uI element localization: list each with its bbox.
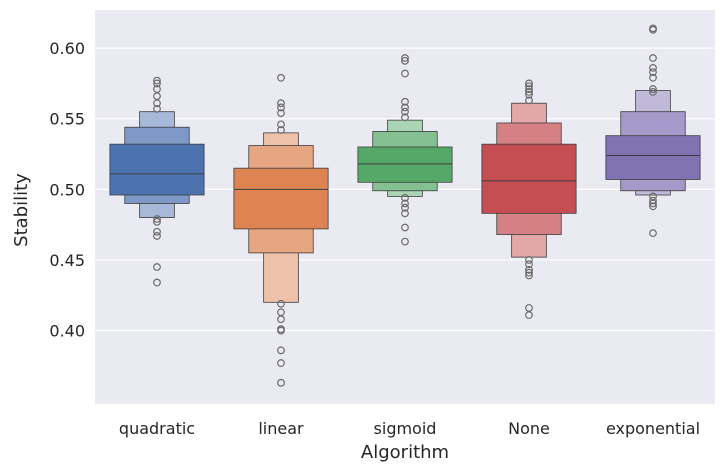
outlier-points <box>153 24 657 387</box>
y-tick-labels: 0.40 0.45 0.50 0.55 0.60 <box>49 39 85 340</box>
outlier-point <box>649 63 657 72</box>
outlier-point <box>277 359 285 367</box>
boxen-group-linear <box>233 132 329 303</box>
boxen-group-sigmoid <box>357 119 453 197</box>
outlier-point <box>153 263 161 271</box>
boxen-group-quadratic <box>109 111 205 218</box>
x-tick-label: None <box>508 419 550 438</box>
outlier-point <box>525 82 533 91</box>
outlier-point <box>153 79 161 88</box>
outlier-point <box>153 99 161 108</box>
x-tick-label: linear <box>258 419 304 438</box>
boxen-group-exponential <box>605 90 701 196</box>
outlier-point <box>277 99 285 108</box>
x-tick-label: sigmoid <box>374 419 437 438</box>
outlier-point <box>277 378 285 387</box>
outlier-point <box>153 215 161 223</box>
outlier-point <box>649 25 657 34</box>
outlier-point <box>401 113 409 122</box>
outlier-point <box>525 271 533 280</box>
outlier-point <box>649 54 657 62</box>
outlier-point <box>649 73 657 82</box>
outlier-point <box>401 107 409 116</box>
outlier-point <box>277 299 285 308</box>
outlier-point <box>525 265 533 274</box>
outlier-point <box>401 54 409 62</box>
outlier-point <box>649 202 657 211</box>
outlier-point <box>401 209 409 218</box>
outlier-point <box>525 90 533 99</box>
outlier-point <box>401 237 409 246</box>
outlier-point <box>649 196 657 205</box>
outlier-point <box>277 73 285 82</box>
outlier-point <box>153 232 161 240</box>
boxen-series <box>109 90 701 303</box>
boxen-level-1 <box>481 143 577 214</box>
outlier-point <box>525 260 533 269</box>
y-tick-label: 0.50 <box>49 180 85 199</box>
boxen-level-1 <box>233 167 329 230</box>
outlier-point <box>401 103 409 112</box>
outlier-point <box>401 56 409 65</box>
outlier-point <box>277 103 285 112</box>
outlier-point <box>153 76 161 85</box>
outlier-point <box>277 109 285 117</box>
y-tick-label: 0.60 <box>49 39 85 58</box>
x-tick-label: quadratic <box>119 419 195 438</box>
outlier-point <box>649 68 657 77</box>
boxen-group-None <box>481 102 577 258</box>
outlier-point <box>649 199 657 208</box>
outlier-point <box>525 311 533 319</box>
outlier-point <box>401 223 409 232</box>
outlier-point <box>153 227 161 236</box>
boxen-level-1 <box>109 143 205 196</box>
outlier-point <box>401 97 409 106</box>
outlier-point <box>649 88 657 96</box>
outlier-point <box>525 256 533 264</box>
outlier-point <box>401 193 409 202</box>
outlier-point <box>401 199 409 208</box>
y-tick-label: 0.45 <box>49 251 85 270</box>
outlier-point <box>153 217 161 226</box>
boxen-level-1 <box>357 146 453 183</box>
x-axis-label: Algorithm <box>361 442 449 463</box>
outlier-point <box>525 85 533 93</box>
outlier-point <box>649 229 657 238</box>
outlier-point <box>401 69 409 78</box>
outlier-point <box>277 126 285 134</box>
outlier-point <box>277 346 285 355</box>
x-tick-labels: quadratic linear sigmoid None exponential <box>119 419 700 438</box>
y-tick-label: 0.40 <box>49 322 85 341</box>
outlier-point <box>401 203 409 212</box>
outlier-point <box>153 278 161 287</box>
outlier-point <box>525 96 533 105</box>
y-axis-label: Stability <box>11 173 32 247</box>
outlier-point <box>525 88 533 96</box>
y-tick-label: 0.55 <box>49 110 85 129</box>
x-tick-label: exponential <box>606 419 700 438</box>
outlier-point <box>277 315 285 324</box>
outlier-point <box>153 104 161 113</box>
boxen-level-1 <box>605 135 701 180</box>
outlier-point <box>277 120 285 129</box>
outlier-point <box>525 268 533 277</box>
outlier-point <box>277 326 285 335</box>
outlier-point <box>649 85 657 93</box>
outlier-point <box>525 79 533 88</box>
